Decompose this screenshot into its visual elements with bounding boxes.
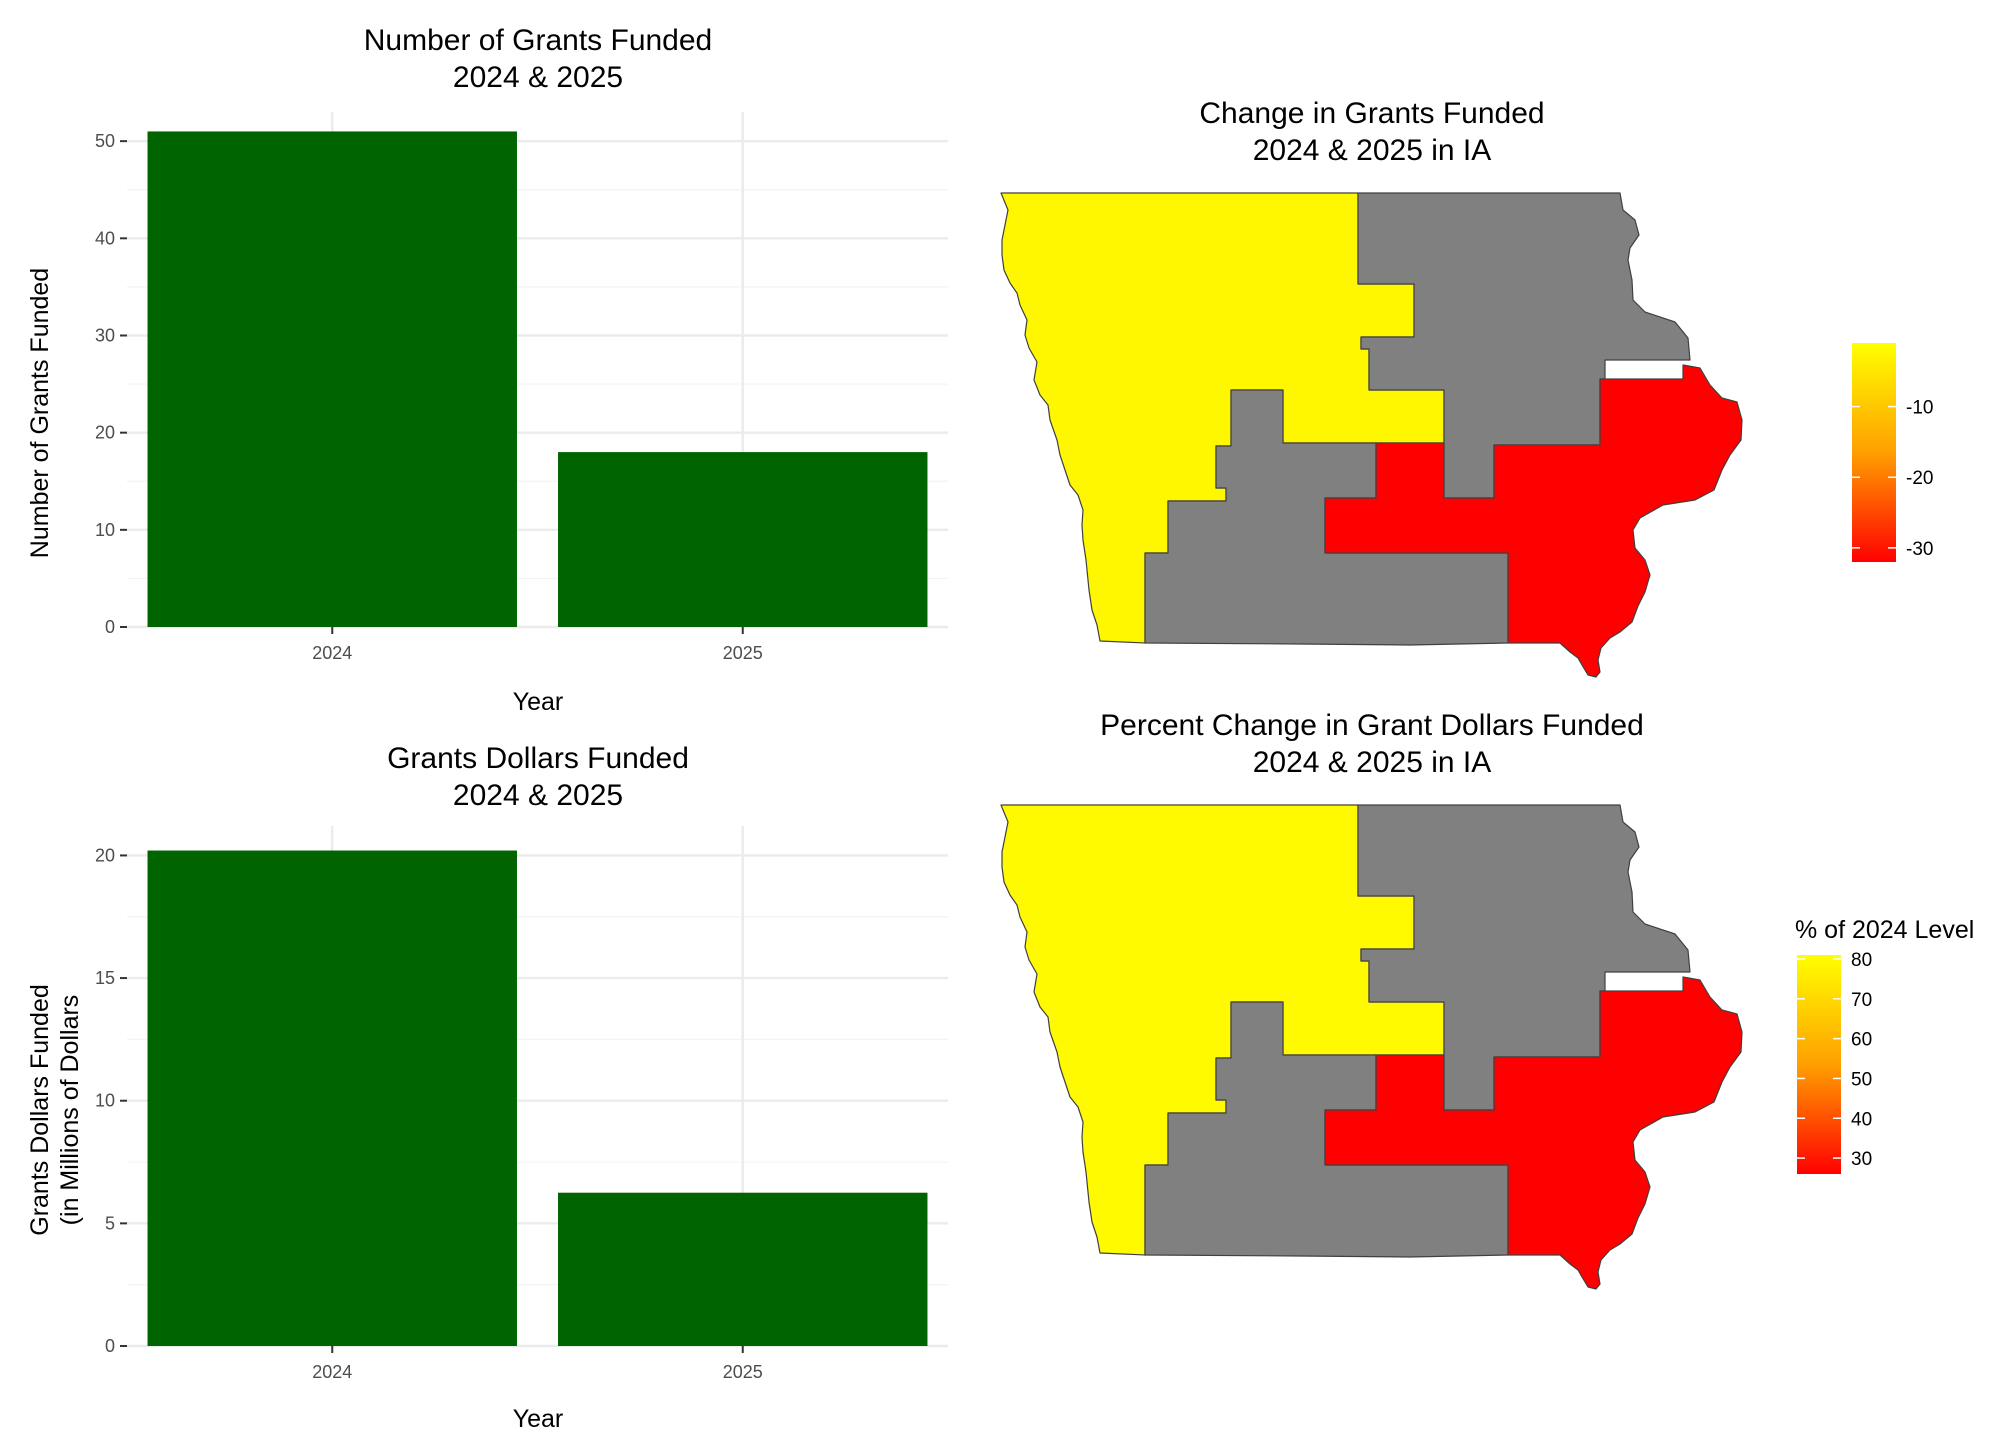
legend-tick-label: 70	[1851, 990, 1872, 1011]
x-tick-label: 2025	[723, 1362, 763, 1382]
bar-2025	[558, 1192, 928, 1346]
y-axis-label: Grants Dollars Funded	[26, 984, 54, 1236]
chart-title: Change in Grants Funded	[1199, 97, 1544, 130]
y-tick-label: 10	[95, 520, 115, 540]
x-axis-label: Year	[513, 1405, 564, 1433]
map-change-grants-funded: Change in Grants Funded 2024 & 2025 in I…	[1000, 97, 1933, 678]
map-region-east	[1324, 976, 1743, 1290]
x-tick-label: 2024	[312, 643, 352, 663]
color-legend: -10 -20 -30	[1852, 343, 1933, 562]
y-tick-label: 50	[95, 131, 115, 151]
bar-2024	[147, 131, 517, 627]
chart-title: Number of Grants Funded	[364, 24, 713, 57]
y-tick-label: 5	[105, 1213, 115, 1233]
y-axis-label-line-2: (in Millions of Dollars	[56, 995, 84, 1226]
legend-colorbar	[1852, 343, 1896, 562]
legend-tick-label: 60	[1851, 1030, 1872, 1051]
y-axis-label: Number of Grants Funded	[26, 268, 54, 558]
y-tick-label: 40	[95, 228, 115, 248]
legend-tick-label: -10	[1906, 398, 1933, 419]
map-percent-change-dollars: Percent Change in Grant Dollars Funded 2…	[1000, 709, 1974, 1290]
color-legend: % of 2024 Level 80 70 60 50 40 30	[1795, 916, 1974, 1174]
chart-subtitle: 2024 & 2025 in IA	[1253, 746, 1492, 779]
chart-subtitle: 2024 & 2025 in IA	[1253, 134, 1492, 167]
chart-subtitle: 2024 & 2025	[453, 61, 623, 94]
y-tick-label: 20	[95, 845, 115, 865]
legend-title: % of 2024 Level	[1795, 916, 1974, 944]
legend-colorbar	[1797, 955, 1841, 1174]
legend-tick-label: 80	[1851, 950, 1872, 971]
x-tick-label: 2025	[723, 643, 763, 663]
y-tick-label: 0	[105, 617, 115, 637]
legend-tick-label: -20	[1906, 468, 1933, 489]
y-tick-label: 10	[95, 1091, 115, 1111]
chart-title: Percent Change in Grant Dollars Funded	[1100, 709, 1644, 742]
y-tick-label: 0	[105, 1336, 115, 1356]
y-tick-label: 15	[95, 968, 115, 988]
bar-chart-grant-dollars: Grants Dollars Funded 2024 & 2025 0 5 10 15…	[26, 742, 948, 1433]
legend-tick-label: -30	[1906, 539, 1933, 560]
bar-2025	[558, 452, 928, 627]
x-axis-label: Year	[513, 688, 564, 716]
legend-tick-label: 40	[1851, 1109, 1872, 1130]
y-tick-label: 30	[95, 325, 115, 345]
map-region-east	[1324, 364, 1743, 678]
bar-chart-grants-count: Number of Grants Funded 2024 & 2025 0 10 2…	[26, 24, 948, 716]
chart-subtitle: 2024 & 2025	[453, 779, 623, 812]
legend-tick-label: 50	[1851, 1069, 1872, 1090]
x-tick-label: 2024	[312, 1362, 352, 1382]
legend-tick-label: 30	[1851, 1149, 1872, 1170]
chart-title: Grants Dollars Funded	[387, 742, 689, 775]
bar-2024	[147, 850, 517, 1346]
y-tick-label: 20	[95, 423, 115, 443]
